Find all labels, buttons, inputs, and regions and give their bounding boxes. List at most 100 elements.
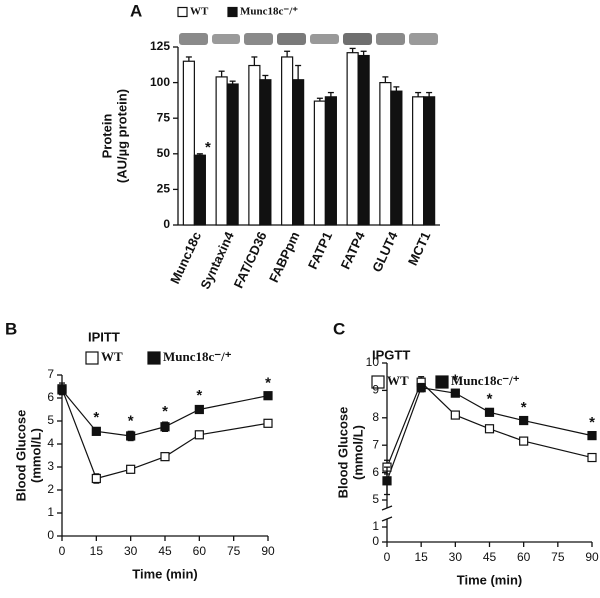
y-axis-label: (AU/µg protein) <box>114 89 129 183</box>
y-tick-label: 9 <box>372 383 379 397</box>
y-axis-label: (mmol/L) <box>28 428 43 483</box>
chart-title: IPITT <box>88 329 120 344</box>
legend-label: Munc18c⁻/⁺ <box>451 373 520 388</box>
legend-label: WT <box>101 349 123 364</box>
legend-swatch <box>85 351 99 365</box>
x-tick-label: 75 <box>227 544 241 558</box>
marker <box>519 436 529 446</box>
legend-label: WT <box>190 6 209 18</box>
bar <box>259 79 272 226</box>
marker <box>126 464 136 474</box>
x-tick-label: FATP4 <box>338 229 369 272</box>
y-tick-label: 6 <box>47 390 54 404</box>
marker <box>263 418 273 428</box>
bar <box>390 90 403 226</box>
marker <box>484 407 495 417</box>
x-tick-label: 90 <box>585 550 599 564</box>
marker <box>587 431 597 441</box>
x-tick-label: 30 <box>449 550 463 564</box>
y-tick-label: 50 <box>157 146 171 160</box>
y-tick-label: 2 <box>47 482 54 496</box>
y-tick-label: 7 <box>47 367 54 381</box>
y-axis-label: Protein <box>99 114 114 159</box>
panel-label: B <box>5 319 17 338</box>
marker <box>382 476 392 486</box>
line <box>386 381 593 468</box>
x-tick-label: 0 <box>59 544 66 558</box>
marker <box>587 452 597 463</box>
marker <box>160 422 170 432</box>
bar <box>281 56 294 226</box>
x-axis-label: Time (min) <box>132 566 198 581</box>
bar <box>292 79 305 226</box>
y-axis-label: Blood Glucose <box>335 407 350 499</box>
legend-swatch <box>371 375 385 389</box>
y-axis-label: (mmol/L) <box>350 425 365 480</box>
x-tick-label: 45 <box>158 544 172 558</box>
marker <box>263 391 273 401</box>
marker <box>484 424 495 434</box>
significance-mark: * <box>452 371 458 388</box>
x-tick-label: FABPpm <box>266 229 302 284</box>
chart-title: IPGTT <box>372 347 410 362</box>
panel-label: A <box>130 1 142 20</box>
y-tick-label: 5 <box>47 413 54 427</box>
y-tick-label: 1 <box>47 505 54 519</box>
y-tick-label: 6 <box>372 465 379 479</box>
x-axis-label: Time (min) <box>457 572 523 587</box>
legend-swatch <box>435 375 449 389</box>
y-tick-label: 75 <box>157 110 171 124</box>
bar <box>248 64 261 226</box>
y-tick-label: 0 <box>372 534 379 548</box>
x-tick-label: 0 <box>384 550 391 564</box>
y-tick-label: 100 <box>150 75 170 89</box>
x-tick-label: 60 <box>193 544 207 558</box>
legend-label: Munc18c⁻/⁺ <box>240 6 298 18</box>
line <box>386 386 593 482</box>
significance-mark: * <box>93 409 99 426</box>
bar <box>226 83 239 226</box>
legend-label: WT <box>387 373 409 388</box>
marker <box>519 415 529 426</box>
x-tick-label: 45 <box>483 550 497 564</box>
bar <box>182 60 195 226</box>
significance-mark: * <box>589 414 595 431</box>
significance-mark: * <box>128 412 134 429</box>
bar <box>412 96 425 226</box>
x-tick-label: 15 <box>90 544 104 558</box>
marker <box>126 431 136 441</box>
x-tick-label: 60 <box>517 550 531 564</box>
marker <box>416 383 426 393</box>
marker <box>194 430 204 440</box>
x-tick-label: FAT/CD36 <box>231 229 270 290</box>
axis-break <box>381 505 393 511</box>
bar <box>357 54 370 226</box>
significance-mark: * <box>162 403 168 420</box>
y-tick-label: 10 <box>366 355 380 369</box>
x-tick-label: Munc18c <box>167 229 204 286</box>
y-tick-label: 3 <box>47 459 54 473</box>
bar <box>324 96 337 226</box>
x-tick-label: MCT1 <box>405 229 434 267</box>
axis-break <box>381 516 393 522</box>
bar <box>346 52 359 226</box>
bar <box>423 96 436 226</box>
significance-mark: * <box>205 139 211 156</box>
y-tick-label: 8 <box>372 410 379 424</box>
bar <box>313 100 326 226</box>
line <box>61 388 269 480</box>
x-tick-label: 15 <box>414 550 428 564</box>
significance-mark: * <box>196 387 202 404</box>
legend-swatch <box>177 6 188 18</box>
marker <box>194 404 204 415</box>
legend-swatch <box>147 351 161 365</box>
marker <box>160 452 170 462</box>
marker <box>91 426 101 436</box>
x-tick-label: FATP1 <box>305 229 335 271</box>
marker <box>91 473 101 484</box>
x-tick-label: 75 <box>551 550 565 564</box>
bar <box>379 81 392 226</box>
significance-mark: * <box>265 374 271 391</box>
significance-mark: * <box>521 399 527 416</box>
